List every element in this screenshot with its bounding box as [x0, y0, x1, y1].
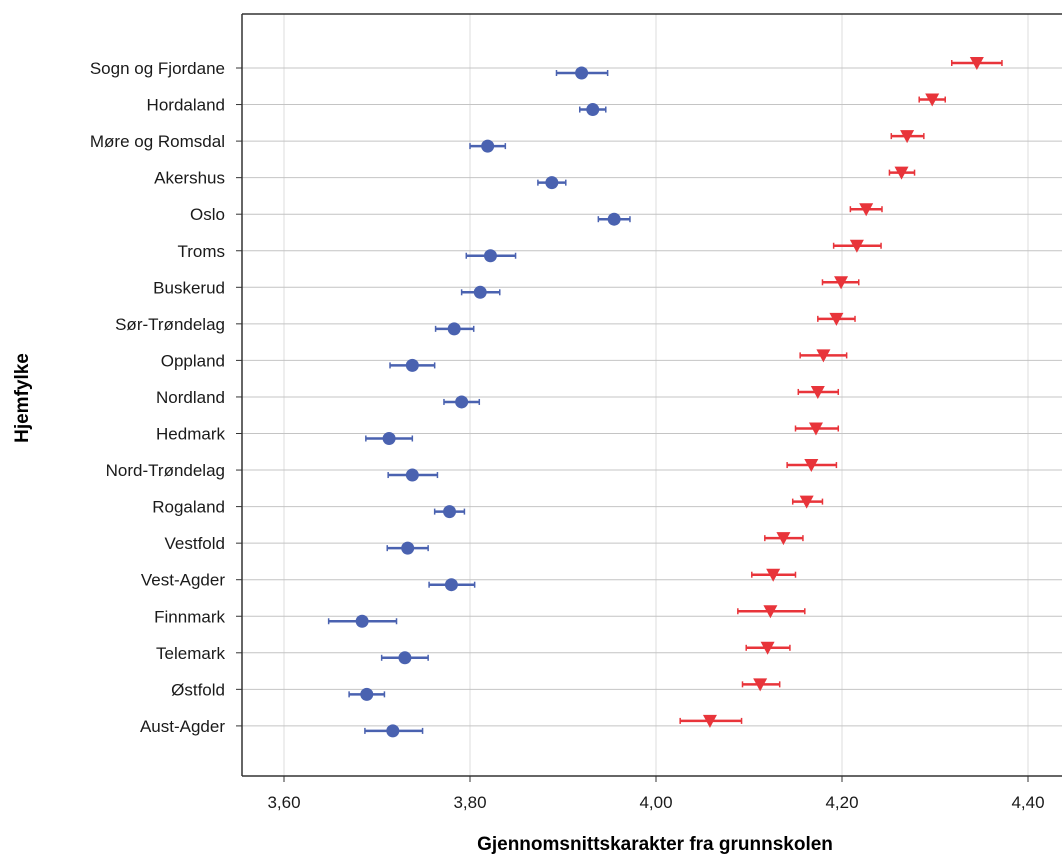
data-point [405, 358, 419, 372]
data-point [575, 66, 589, 80]
data-point [969, 57, 984, 70]
y-tick-label: Telemark [156, 644, 225, 663]
x-axis-ticks: 3,60 3,80 4,00 4,20 4,40 [267, 776, 1045, 812]
data-point [355, 614, 369, 628]
x-tick-label: 4,20 [825, 793, 858, 812]
y-tick-label: Rogaland [152, 498, 225, 517]
data-point [473, 285, 487, 299]
data-point [483, 249, 497, 263]
y-tick-label: Møre og Romsdal [90, 132, 225, 151]
y-tick-label: Oslo [190, 205, 225, 224]
data-point [444, 578, 458, 592]
data-point [834, 276, 849, 290]
y-tick-label: Nordland [156, 388, 225, 407]
data-point [808, 422, 823, 436]
data-point [398, 651, 412, 665]
data-point [859, 203, 874, 217]
data-point [360, 687, 374, 701]
plot-background [242, 14, 1062, 776]
data-point [804, 459, 819, 473]
data-point [849, 239, 864, 253]
data-point [447, 322, 461, 336]
data-point [405, 468, 419, 482]
y-tick-label: Troms [177, 242, 225, 261]
data-point [586, 103, 600, 117]
data-point [900, 130, 915, 144]
data-point [763, 605, 778, 619]
series-2 [679, 57, 1003, 728]
data-point [455, 395, 469, 409]
data-point [799, 495, 814, 509]
y-tick-label: Hedmark [156, 425, 225, 444]
data-point [816, 349, 831, 363]
series-1 [327, 66, 631, 738]
y-axis-labels: Sogn og Fjordane Hordaland Møre og Romsdal… [90, 59, 242, 736]
data-point [607, 212, 621, 226]
data-point [443, 505, 457, 519]
x-tick-label: 3,60 [267, 793, 300, 812]
y-tick-label: Akershus [154, 169, 225, 188]
grid [242, 14, 1062, 776]
y-tick-label: Vest-Agder [141, 571, 225, 590]
x-tick-label: 3,80 [453, 793, 486, 812]
data-point [925, 93, 940, 107]
y-tick-label: Oppland [161, 351, 225, 370]
x-axis-title: Gjennomsnittskarakter fra grunnskolen [477, 834, 833, 855]
y-tick-label: Finnmark [154, 607, 225, 626]
data-point [702, 714, 717, 728]
data-point [810, 385, 825, 399]
data-point [481, 139, 495, 153]
data-point [894, 166, 909, 180]
data-point [382, 432, 396, 445]
y-tick-label: Buskerud [153, 278, 225, 297]
y-axis-title: Hjemfylke [12, 353, 33, 443]
data-point [829, 312, 844, 326]
y-tick-label: Hordaland [147, 96, 225, 115]
series-layer [327, 57, 1003, 738]
x-tick-label: 4,40 [1011, 793, 1044, 812]
data-point [766, 568, 781, 582]
data-point [545, 176, 559, 190]
y-tick-label: Nord-Trøndelag [106, 461, 225, 480]
y-tick-label: Aust-Agder [140, 717, 225, 736]
y-tick-label: Sogn og Fjordane [90, 59, 225, 78]
y-tick-label: Sør-Trøndelag [115, 315, 225, 334]
y-tick-label: Østfold [171, 680, 225, 699]
data-point [760, 641, 775, 655]
data-point [753, 678, 768, 692]
data-point [386, 724, 400, 738]
y-tick-label: Vestfold [165, 534, 226, 553]
x-tick-label: 4,00 [639, 793, 672, 812]
data-point [776, 532, 791, 546]
data-point [401, 541, 415, 555]
